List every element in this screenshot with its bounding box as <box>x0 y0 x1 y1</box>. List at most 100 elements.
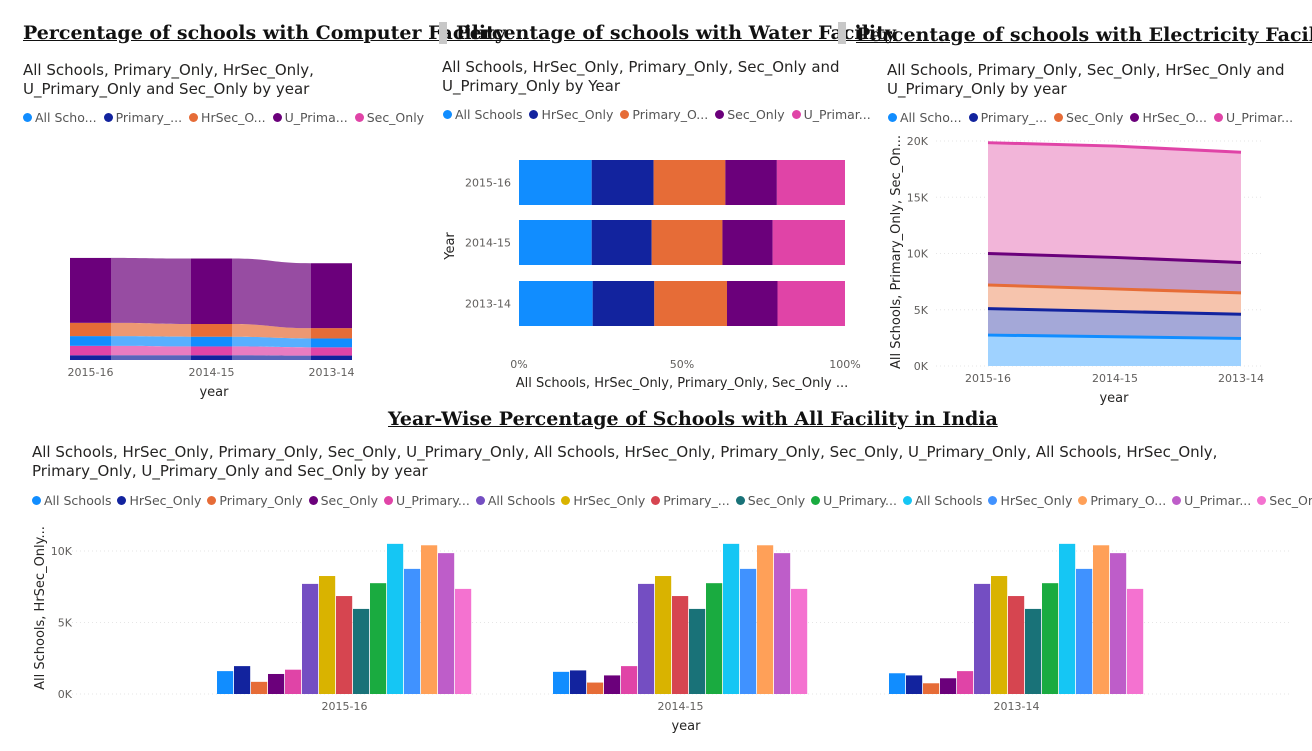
bar <box>791 588 808 694</box>
legend-item[interactable]: U_Primary... <box>383 493 470 508</box>
ribbon-segment <box>70 336 111 346</box>
stacked-bar-segment <box>726 281 778 326</box>
legend-item[interactable]: U_Primar... <box>1172 493 1251 508</box>
y-tick-label: 10K <box>907 248 929 261</box>
legend-marker <box>561 496 571 505</box>
stacked-bar-segment <box>592 281 655 326</box>
legend-item[interactable]: Sec_Only <box>1054 110 1123 125</box>
bar <box>889 673 906 694</box>
legend-marker <box>529 110 539 119</box>
area-band <box>988 253 1241 293</box>
legend-marker <box>791 110 801 119</box>
legend-label: HrSec_Only <box>129 493 202 508</box>
legend-marker <box>32 496 41 505</box>
ribbon-band <box>111 355 191 360</box>
legend-item[interactable]: U_Prima... <box>272 110 348 125</box>
legend-item[interactable]: U_Primar... <box>1213 110 1293 125</box>
ribbon-segment <box>191 346 232 356</box>
legend-item[interactable]: HrSec_O... <box>189 110 266 125</box>
bar <box>923 683 940 694</box>
computer-chart-legend[interactable]: All Scho... Primary_... HrSec_O... U_Prima.… <box>23 110 424 125</box>
stacked-bar-segment <box>725 160 777 205</box>
legend-item[interactable]: Primary_O... <box>620 107 708 122</box>
legend-label: Sec_Only <box>366 110 425 125</box>
legend-item[interactable]: HrSec_Only <box>117 493 201 508</box>
legend-item[interactable]: U_Primary... <box>811 493 897 508</box>
bar <box>991 576 1008 694</box>
legend-item[interactable]: Sec_Only <box>354 110 425 125</box>
ribbon-band <box>232 355 311 360</box>
ribbon-segment <box>191 324 232 337</box>
bar <box>370 583 387 694</box>
legend-marker <box>988 496 998 505</box>
bar <box>689 608 706 694</box>
legend-label: HrSec_O... <box>201 110 266 125</box>
legend-item[interactable]: Sec_Only <box>735 493 805 508</box>
legend-label: Primary_Only <box>219 493 303 508</box>
y-tick-label: 2014-15 <box>465 237 511 250</box>
water-facility-header: Percentage of schools with Water Facilit… <box>456 22 896 44</box>
legend-item[interactable]: Sec_Only <box>1257 493 1312 508</box>
legend-marker <box>620 110 630 119</box>
legend-marker <box>735 496 745 505</box>
x-tick-label: 2013-14 <box>309 366 355 379</box>
legend-item[interactable]: U_Primar... <box>791 107 871 122</box>
legend-marker <box>354 113 364 122</box>
all-facility-chart-legend[interactable]: All Schools HrSec_Only Primary_Only Sec_Onl… <box>32 493 1312 508</box>
legend-item[interactable]: All Scho... <box>23 110 97 125</box>
ribbon-band <box>111 336 191 347</box>
legend-item[interactable]: All Schools <box>902 493 983 508</box>
legend-marker <box>715 110 725 119</box>
legend-item[interactable]: Primary_... <box>651 493 730 508</box>
legend-item[interactable]: All Schools <box>475 493 555 508</box>
legend-marker <box>1130 113 1140 122</box>
ribbon-segment <box>191 355 232 360</box>
x-axis-title: year <box>671 719 701 734</box>
electricity-chart-legend[interactable]: All Scho... Primary_... Sec_Only HrSec_O...… <box>888 110 1293 125</box>
legend-item[interactable]: Primary_... <box>103 110 182 125</box>
legend-marker <box>207 496 217 505</box>
stacked-bar-segment <box>653 160 726 205</box>
legend-label: All Schools <box>914 493 983 508</box>
bar <box>553 671 570 694</box>
legend-label: Sec_Only <box>320 493 378 508</box>
bar <box>672 596 689 694</box>
area-band <box>988 142 1241 263</box>
legend-item[interactable]: Primary_... <box>968 110 1047 125</box>
bar <box>638 583 655 694</box>
legend-item[interactable]: HrSec_Only <box>561 493 645 508</box>
x-tick-label: 0% <box>510 358 527 371</box>
x-tick-label: 2015-16 <box>965 372 1011 385</box>
legend-label: Sec_Only <box>727 107 785 122</box>
x-tick-label: 2015-16 <box>68 366 114 379</box>
legend-item[interactable]: Sec_Only <box>715 107 785 122</box>
legend-item[interactable]: All Schools <box>443 107 522 122</box>
y-tick-label: 0K <box>914 360 929 373</box>
legend-item[interactable]: HrSec_Only <box>988 493 1072 508</box>
y-axis-title: Year <box>443 232 458 261</box>
legend-item[interactable]: All Scho... <box>888 110 962 125</box>
area-line <box>987 283 1242 295</box>
legend-item[interactable]: Sec_Only <box>308 493 378 508</box>
legend-label: U_Primary... <box>395 493 470 508</box>
area-line <box>987 307 1242 316</box>
legend-item[interactable]: HrSec_O... <box>1130 110 1207 125</box>
bar <box>940 678 957 694</box>
subtitle-line: Primary_Only, U_Primary_Only and Sec_Onl… <box>32 462 428 480</box>
bar <box>1042 583 1059 694</box>
legend-item[interactable]: HrSec_Only <box>529 107 613 122</box>
legend-item[interactable]: Primary_Only <box>207 493 303 508</box>
ribbon-band <box>232 346 311 356</box>
water-chart-legend[interactable]: All Schools HrSec_Only Primary_O... Sec_Onl… <box>443 107 871 122</box>
ribbon-segment <box>70 257 111 323</box>
bar <box>621 666 638 694</box>
legend-marker <box>117 496 127 505</box>
bar <box>336 596 353 694</box>
y-tick-label: 20K <box>907 135 929 148</box>
legend-item[interactable]: All Schools <box>32 493 111 508</box>
legend-item[interactable]: Primary_O... <box>1078 493 1166 508</box>
legend-label: All Schools <box>44 493 112 508</box>
legend-label: HrSec_O... <box>1142 110 1207 125</box>
